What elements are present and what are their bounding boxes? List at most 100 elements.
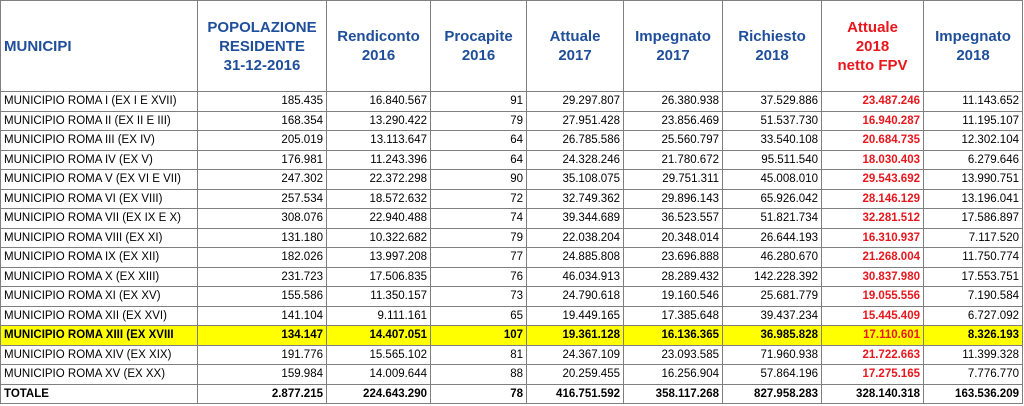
table-row: MUNICIPIO ROMA XIV (EX XIX) 191.776 15.565… [0, 344, 1023, 365]
cell-popolazione: 134.147 [197, 325, 327, 346]
cell-popolazione: 168.354 [197, 110, 327, 131]
cell-richiesto-2018: 39.437.234 [722, 305, 822, 326]
table-row: MUNICIPIO ROMA XV (EX XX) 159.984 14.009.6… [0, 364, 1023, 385]
cell-attuale-2017: 24.885.808 [526, 247, 624, 268]
cell-rendiconto-2016: 11.350.157 [326, 286, 431, 307]
cell-procapite-2016: 91 [430, 91, 527, 112]
cell-richiesto-2018: 51.821.734 [722, 208, 822, 229]
cell-impegnato-2018: 6.727.092 [923, 305, 1023, 326]
cell-attuale-2018-netto-fpv: 16.940.287 [821, 110, 924, 131]
cell-procapite-2016: 90 [430, 169, 527, 190]
cell-popolazione: 155.586 [197, 286, 327, 307]
cell-procapite-2016: 64 [430, 130, 527, 151]
cell-impegnato-2017: 17.385.648 [623, 305, 723, 326]
table-row: MUNICIPIO ROMA X (EX XIII) 231.723 17.506.… [0, 266, 1023, 287]
cell-rendiconto-2016: 13.113.647 [326, 130, 431, 151]
cell-attuale-2017: 19.449.165 [526, 305, 624, 326]
cell-attuale-2018-netto-fpv: 17.275.165 [821, 364, 924, 385]
cell-impegnato-2017: 23.093.585 [623, 344, 723, 365]
cell-richiesto-2018: 46.280.670 [722, 247, 822, 268]
cell-municipio-name: MUNICIPIO ROMA I (EX I E XVII) [0, 91, 198, 112]
cell-impegnato-2018: 163.536.209 [923, 383, 1023, 404]
cell-impegnato-2017: 23.856.469 [623, 110, 723, 131]
cell-procapite-2016: 78 [430, 383, 527, 404]
cell-impegnato-2018: 11.195.107 [923, 110, 1023, 131]
cell-attuale-2018-netto-fpv: 32.281.512 [821, 208, 924, 229]
cell-impegnato-2017: 23.696.888 [623, 247, 723, 268]
cell-attuale-2017: 39.344.689 [526, 208, 624, 229]
cell-richiesto-2018: 45.008.010 [722, 169, 822, 190]
cell-rendiconto-2016: 9.111.161 [326, 305, 431, 326]
header-municipi: MUNICIPI [0, 0, 198, 92]
cell-impegnato-2018: 8.326.193 [923, 325, 1023, 346]
cell-municipio-name: MUNICIPIO ROMA VII (EX IX E X) [0, 208, 198, 229]
cell-procapite-2016: 74 [430, 208, 527, 229]
table-row: MUNICIPIO ROMA VII (EX IX E X) 308.076 22.… [0, 208, 1023, 229]
table-row: MUNICIPIO ROMA VI (EX VIII) 257.534 18.572… [0, 188, 1023, 209]
header-procapite-2016: Procapite 2016 [430, 0, 527, 92]
table-header: MUNICIPI POPOLAZIONE RESIDENTE 31-12-201… [0, 0, 1023, 92]
cell-impegnato-2018: 7.190.584 [923, 286, 1023, 307]
cell-attuale-2017: 32.749.362 [526, 188, 624, 209]
cell-municipio-name: MUNICIPIO ROMA II (EX II E III) [0, 110, 198, 131]
cell-popolazione: 159.984 [197, 364, 327, 385]
cell-rendiconto-2016: 22.940.488 [326, 208, 431, 229]
cell-rendiconto-2016: 11.243.396 [326, 149, 431, 170]
cell-municipio-name: MUNICIPIO ROMA XV (EX XX) [0, 364, 198, 385]
cell-attuale-2018-netto-fpv: 17.110.601 [821, 325, 924, 346]
cell-attuale-2018-netto-fpv: 29.543.692 [821, 169, 924, 190]
cell-municipio-name: MUNICIPIO ROMA V (EX VI E VII) [0, 169, 198, 190]
cell-impegnato-2018: 11.143.652 [923, 91, 1023, 112]
cell-rendiconto-2016: 13.997.208 [326, 247, 431, 268]
cell-attuale-2017: 29.297.807 [526, 91, 624, 112]
cell-municipio-name: MUNICIPIO ROMA XI (EX XV) [0, 286, 198, 307]
cell-attuale-2017: 416.751.592 [526, 383, 624, 404]
cell-popolazione: 182.026 [197, 247, 327, 268]
cell-attuale-2017: 22.038.204 [526, 227, 624, 248]
cell-richiesto-2018: 71.960.938 [722, 344, 822, 365]
cell-popolazione: 185.435 [197, 91, 327, 112]
cell-attuale-2018-netto-fpv: 28.146.129 [821, 188, 924, 209]
cell-rendiconto-2016: 17.506.835 [326, 266, 431, 287]
cell-impegnato-2017: 21.780.672 [623, 149, 723, 170]
cell-attuale-2018-netto-fpv: 23.487.246 [821, 91, 924, 112]
cell-impegnato-2017: 26.380.938 [623, 91, 723, 112]
cell-richiesto-2018: 142.228.392 [722, 266, 822, 287]
cell-impegnato-2018: 6.279.646 [923, 149, 1023, 170]
cell-popolazione: 131.180 [197, 227, 327, 248]
header-popolazione: POPOLAZIONE RESIDENTE 31-12-2016 [197, 0, 327, 92]
cell-municipio-name: MUNICIPIO ROMA IX (EX XII) [0, 247, 198, 268]
cell-impegnato-2017: 29.896.143 [623, 188, 723, 209]
cell-municipio-name: MUNICIPIO ROMA IV (EX V) [0, 149, 198, 170]
cell-rendiconto-2016: 224.643.290 [326, 383, 431, 404]
table-row: MUNICIPIO ROMA IX (EX XII) 182.026 13.997.… [0, 247, 1023, 268]
cell-richiesto-2018: 25.681.779 [722, 286, 822, 307]
cell-popolazione: 308.076 [197, 208, 327, 229]
cell-richiesto-2018: 65.926.042 [722, 188, 822, 209]
cell-procapite-2016: 77 [430, 247, 527, 268]
cell-municipio-name: MUNICIPIO ROMA X (EX XIII) [0, 266, 198, 287]
cell-attuale-2017: 24.790.618 [526, 286, 624, 307]
cell-attuale-2018-netto-fpv: 328.140.318 [821, 383, 924, 404]
cell-impegnato-2018: 7.117.520 [923, 227, 1023, 248]
cell-attuale-2017: 24.328.246 [526, 149, 624, 170]
header-row: MUNICIPI POPOLAZIONE RESIDENTE 31-12-201… [0, 0, 1023, 92]
table-row: MUNICIPIO ROMA VIII (EX XI) 131.180 10.322… [0, 227, 1023, 248]
cell-attuale-2018-netto-fpv: 15.445.409 [821, 305, 924, 326]
cell-impegnato-2017: 25.560.797 [623, 130, 723, 151]
cell-attuale-2017: 20.259.455 [526, 364, 624, 385]
cell-impegnato-2018: 11.750.774 [923, 247, 1023, 268]
cell-attuale-2018-netto-fpv: 21.268.004 [821, 247, 924, 268]
table-body: MUNICIPIO ROMA I (EX I E XVII) 185.435 16.… [0, 91, 1023, 404]
cell-attuale-2018-netto-fpv: 30.837.980 [821, 266, 924, 287]
totale-row: TOTALE 2.877.215 224.643.290 78 416.751.592 3… [0, 383, 1023, 404]
cell-richiesto-2018: 37.529.886 [722, 91, 822, 112]
cell-municipio-name: MUNICIPIO ROMA XII (EX XVI) [0, 305, 198, 326]
cell-rendiconto-2016: 18.572.632 [326, 188, 431, 209]
table-row: MUNICIPIO ROMA XII (EX XVI) 141.104 9.111.… [0, 305, 1023, 326]
cell-popolazione: 205.019 [197, 130, 327, 151]
table-row: MUNICIPIO ROMA V (EX VI E VII) 247.302 22.… [0, 169, 1023, 190]
cell-procapite-2016: 88 [430, 364, 527, 385]
cell-procapite-2016: 76 [430, 266, 527, 287]
